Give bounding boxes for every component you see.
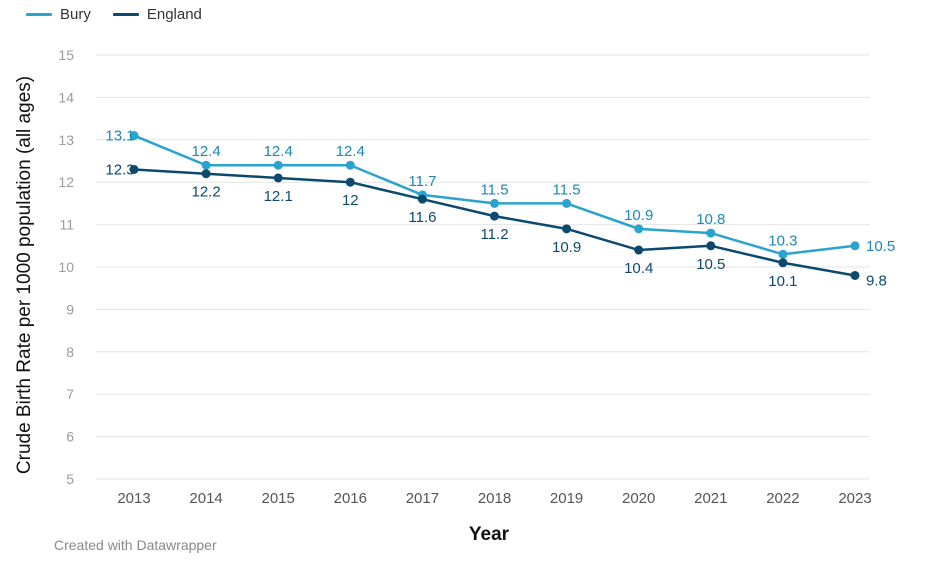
y-tick-label: 8 bbox=[66, 344, 74, 360]
y-axis-title: Crude Birth Rate per 1000 population (al… bbox=[14, 76, 35, 474]
legend: Bury England bbox=[26, 6, 202, 23]
data-label: 11.2 bbox=[480, 226, 508, 243]
data-label: 12.2 bbox=[191, 184, 220, 201]
data-point bbox=[129, 164, 139, 174]
data-label: 10.4 bbox=[624, 260, 653, 277]
data-label: 10.8 bbox=[696, 211, 725, 228]
data-point bbox=[201, 169, 211, 179]
gridlines bbox=[96, 54, 870, 480]
data-label: 10.9 bbox=[552, 239, 581, 256]
data-point bbox=[778, 249, 788, 259]
data-label: 12.4 bbox=[191, 143, 220, 160]
data-point bbox=[345, 177, 355, 187]
data-point bbox=[850, 270, 860, 280]
legend-item-1: England bbox=[112, 6, 202, 23]
data-label: 10.5 bbox=[696, 256, 725, 273]
y-tick-label: 9 bbox=[66, 301, 74, 317]
data-point bbox=[562, 224, 572, 234]
data-point bbox=[850, 241, 860, 251]
x-tick-label: 2013 bbox=[117, 490, 150, 507]
data-label: 12.3 bbox=[105, 161, 134, 178]
series-1: 12.3 12.2 12.1 12 11.6 11.2 10.9 10.4 10.5 10.1 9.… bbox=[105, 161, 886, 289]
data-label: 11.5 bbox=[480, 181, 508, 198]
data-point bbox=[273, 160, 283, 170]
data-label: 10.3 bbox=[768, 232, 797, 249]
data-label: 10.1 bbox=[768, 273, 797, 290]
data-point bbox=[778, 258, 788, 268]
data-label: 12 bbox=[342, 192, 359, 209]
y-axis-ticks: 5 6 7 8 9 10 11 12 13 14 15 bbox=[58, 47, 74, 487]
x-axis-ticks: 2013 2014 2015 2016 2017 2018 2019 2020 2021 2022… bbox=[117, 490, 871, 507]
data-label: 12.1 bbox=[264, 188, 293, 205]
legend-swatch bbox=[112, 13, 139, 16]
y-tick-label: 13 bbox=[58, 132, 74, 148]
data-point bbox=[706, 241, 716, 251]
x-tick-label: 2023 bbox=[838, 490, 871, 507]
data-label: 11.5 bbox=[553, 181, 581, 198]
legend-label: Bury bbox=[60, 6, 91, 23]
data-point bbox=[634, 245, 644, 255]
data-point bbox=[490, 211, 499, 221]
data-label: 10.9 bbox=[624, 207, 653, 224]
y-tick-label: 14 bbox=[58, 89, 74, 105]
data-label: 13.1 bbox=[105, 128, 134, 145]
data-label: 11.7 bbox=[408, 173, 436, 190]
data-point bbox=[345, 160, 355, 170]
series-0: 13.1 12.4 12.4 12.4 11.7 11.5 11.5 10.9 10.8 10.3… bbox=[105, 128, 895, 259]
legend-label: England bbox=[146, 6, 202, 23]
data-point bbox=[417, 194, 427, 204]
legend-item-0: Bury bbox=[26, 6, 91, 23]
x-axis-title: Year bbox=[469, 524, 510, 545]
datawrapper-credit: Created with Datawrapper bbox=[54, 537, 217, 553]
x-tick-label: 2022 bbox=[766, 490, 799, 507]
series-group: 13.1 12.4 12.4 12.4 11.7 11.5 11.5 10.9 10.8 10.3… bbox=[105, 128, 895, 290]
x-tick-label: 2019 bbox=[550, 490, 583, 507]
y-tick-label: 15 bbox=[58, 47, 74, 63]
data-label: 10.5 bbox=[866, 238, 895, 255]
data-label: 9.8 bbox=[866, 272, 887, 289]
data-point bbox=[273, 173, 283, 183]
data-point bbox=[490, 198, 499, 208]
data-point bbox=[562, 198, 572, 208]
data-point bbox=[706, 228, 716, 238]
y-tick-label: 5 bbox=[66, 471, 74, 487]
y-tick-label: 11 bbox=[59, 217, 74, 233]
y-tick-label: 10 bbox=[58, 259, 74, 275]
x-tick-label: 2014 bbox=[189, 490, 222, 507]
data-label: 11.6 bbox=[408, 209, 436, 226]
x-tick-label: 2021 bbox=[694, 490, 727, 507]
x-tick-label: 2020 bbox=[622, 490, 655, 507]
data-label: 12.4 bbox=[336, 143, 365, 160]
y-tick-label: 12 bbox=[58, 174, 74, 190]
data-point bbox=[634, 224, 644, 234]
y-tick-label: 6 bbox=[66, 429, 74, 445]
x-tick-label: 2017 bbox=[406, 490, 439, 507]
x-tick-label: 2015 bbox=[262, 490, 295, 507]
x-tick-label: 2016 bbox=[334, 490, 367, 507]
legend-swatch bbox=[26, 13, 52, 16]
y-tick-label: 7 bbox=[66, 386, 74, 402]
data-label: 12.4 bbox=[264, 143, 293, 160]
data-point bbox=[129, 131, 139, 141]
data-point bbox=[201, 160, 211, 170]
x-tick-label: 2018 bbox=[478, 490, 511, 507]
